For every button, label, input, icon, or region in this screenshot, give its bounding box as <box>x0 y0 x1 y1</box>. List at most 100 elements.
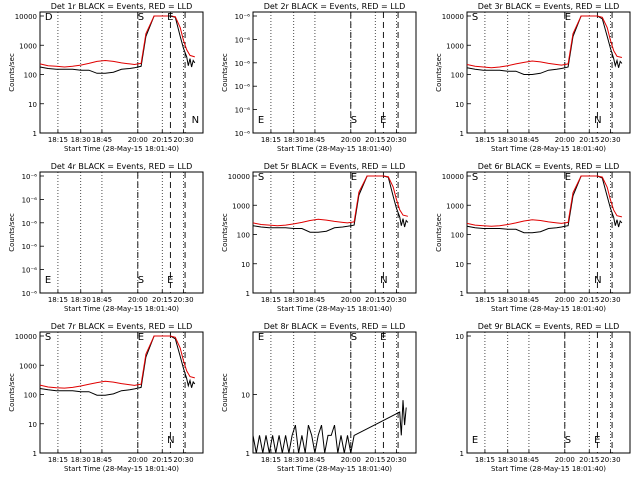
series-line-lld <box>466 175 623 227</box>
x-tick-label: 18:45 <box>92 296 112 304</box>
y-tick-label: 100 <box>237 232 250 240</box>
y-tick-label: 10000 <box>442 13 464 21</box>
x-tick-label: 18:15 <box>475 296 495 304</box>
chart-title: Det 9r BLACK = Events, RED = LLD <box>478 322 620 331</box>
event-marker-label: E <box>138 332 144 343</box>
chart-title: Det 8r BLACK = Events, RED = LLD <box>264 322 406 331</box>
x-tick-label: 18:15 <box>261 136 281 144</box>
chart-title: Det 4r BLACK = Events, RED = LLD <box>51 162 193 171</box>
x-tick-label: 18:15 <box>261 456 281 464</box>
x-tick-label: 18:30 <box>71 136 91 144</box>
chart-title: Det 7r BLACK = Events, RED = LLD <box>51 322 193 331</box>
x-tick-label: 18:15 <box>48 456 68 464</box>
y-tick-label: 10 <box>241 392 250 400</box>
x-tick-label: 20:15 <box>152 456 172 464</box>
event-marker-label: N <box>167 435 174 446</box>
y-tick-label: 10 <box>241 261 250 269</box>
y-tick-label: 100 <box>24 72 37 80</box>
y-tick-label: 10⁻⁶ <box>22 173 38 181</box>
x-tick-label: 18:15 <box>475 136 495 144</box>
x-tick-label: 18:15 <box>261 296 281 304</box>
event-marker-label: E <box>472 435 478 446</box>
event-marker-label: E <box>380 332 386 343</box>
plot-frame <box>39 331 204 454</box>
plot-frame <box>39 11 204 134</box>
plot-frame <box>39 171 204 294</box>
series-line-events <box>466 175 623 234</box>
event-marker-label: N <box>594 115 601 126</box>
plot-frame <box>466 11 631 134</box>
event-marker-label: S <box>138 12 144 23</box>
event-marker-label: N <box>594 275 601 286</box>
chart-title: Det 6r BLACK = Events, RED = LLD <box>478 162 620 171</box>
x-tick-label: 20:00 <box>128 136 148 144</box>
x-tick-label: 18:15 <box>48 136 68 144</box>
chart-panel-8: Det 8r BLACK = Events, RED = LLD 18:15 18:… <box>221 322 417 473</box>
x-tick-label: 18:45 <box>92 136 112 144</box>
event-marker-label: E <box>258 332 264 343</box>
x-tick-label: 18:15 <box>48 296 68 304</box>
x-tick-label: 20:15 <box>579 136 599 144</box>
y-tick-label: 10⁻⁶ <box>235 83 251 91</box>
x-tick-label: 18:30 <box>498 456 518 464</box>
x-tick-label: 18:45 <box>519 296 539 304</box>
x-tick-label: 20:15 <box>365 456 385 464</box>
y-axis-label: Counts/sec <box>8 373 16 412</box>
y-tick-label: 1 <box>246 450 250 458</box>
x-tick-label: 18:30 <box>284 456 304 464</box>
y-tick-label: 10⁻⁶ <box>235 36 251 44</box>
x-tick-label: 20:30 <box>173 136 193 144</box>
series-line-lld <box>252 175 409 227</box>
y-tick-label: 10000 <box>15 13 37 21</box>
y-tick-label: 1 <box>460 450 464 458</box>
series-line-events <box>39 15 196 74</box>
x-tick-label: 20:00 <box>128 296 148 304</box>
y-tick-label: 10⁻⁶ <box>22 220 38 228</box>
y-tick-label: 1 <box>246 290 250 298</box>
x-axis-label: Start Time (28-May-15 18:01:40) <box>277 305 392 313</box>
y-axis-label: Counts/sec <box>435 213 443 252</box>
x-tick-label: 18:45 <box>519 456 539 464</box>
y-axis-label: Counts/sec <box>8 213 16 252</box>
event-marker-label: N <box>380 275 387 286</box>
y-tick-label: 10 <box>28 421 37 429</box>
x-tick-label: 20:00 <box>341 296 361 304</box>
event-marker-label: E <box>167 12 173 23</box>
x-axis-label: Start Time (28-May-15 18:01:40) <box>64 305 179 313</box>
x-tick-label: 20:30 <box>600 136 620 144</box>
chart-title: Det 3r BLACK = Events, RED = LLD <box>478 2 620 11</box>
x-tick-label: 18:45 <box>92 456 112 464</box>
x-tick-label: 18:45 <box>305 136 325 144</box>
x-tick-label: 20:15 <box>579 456 599 464</box>
event-marker-label: S <box>565 435 571 446</box>
x-tick-label: 20:15 <box>365 296 385 304</box>
event-marker-label: E <box>380 115 386 126</box>
y-tick-label: 10⁻⁶ <box>235 107 251 115</box>
x-tick-label: 20:00 <box>128 456 148 464</box>
x-tick-label: 18:30 <box>71 296 91 304</box>
x-axis-label: Start Time (28-May-15 18:01:40) <box>64 465 179 473</box>
x-tick-label: 18:45 <box>305 296 325 304</box>
y-axis-label: Counts/sec <box>221 213 229 252</box>
y-tick-label: 100 <box>451 72 464 80</box>
y-tick-label: 1000 <box>19 42 37 50</box>
event-marker-label: E <box>351 172 357 183</box>
chart-panel-6: Det 6r BLACK = Events, RED = LLD 18:15 18:… <box>435 162 631 313</box>
y-tick-label: 10 <box>455 101 464 109</box>
x-tick-label: 20:00 <box>555 136 575 144</box>
x-tick-label: 20:15 <box>152 296 172 304</box>
x-tick-label: 20:30 <box>600 456 620 464</box>
event-marker-label: E <box>594 435 600 446</box>
y-tick-label: 10⁻⁶ <box>235 13 251 21</box>
series-line-lld <box>466 15 623 69</box>
series-line-events <box>252 400 407 454</box>
event-marker-label: S <box>45 332 51 343</box>
x-axis-label: Start Time (28-May-15 18:01:40) <box>277 465 392 473</box>
event-marker-label: E <box>167 275 173 286</box>
y-tick-label: 1000 <box>232 202 250 210</box>
x-tick-label: 18:30 <box>71 456 91 464</box>
y-axis-label: Counts/sec <box>435 53 443 92</box>
x-tick-label: 20:15 <box>579 296 599 304</box>
